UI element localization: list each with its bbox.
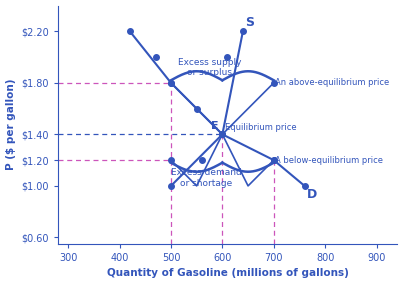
Text: S: S <box>246 16 255 29</box>
Text: Equilibrium price: Equilibrium price <box>225 123 297 132</box>
Text: Excess supply
or surplus: Excess supply or surplus <box>178 58 241 77</box>
Y-axis label: P ($ per gallon): P ($ per gallon) <box>6 79 16 170</box>
Text: An above-equilibrium price: An above-equilibrium price <box>275 78 389 87</box>
Text: E: E <box>211 120 219 131</box>
Text: D: D <box>307 189 318 201</box>
Text: Excess demand
or shortage: Excess demand or shortage <box>170 168 241 188</box>
Text: A below-equilibrium price: A below-equilibrium price <box>275 156 383 165</box>
X-axis label: Quantity of Gasoline (millions of gallons): Quantity of Gasoline (millions of gallon… <box>107 268 348 278</box>
